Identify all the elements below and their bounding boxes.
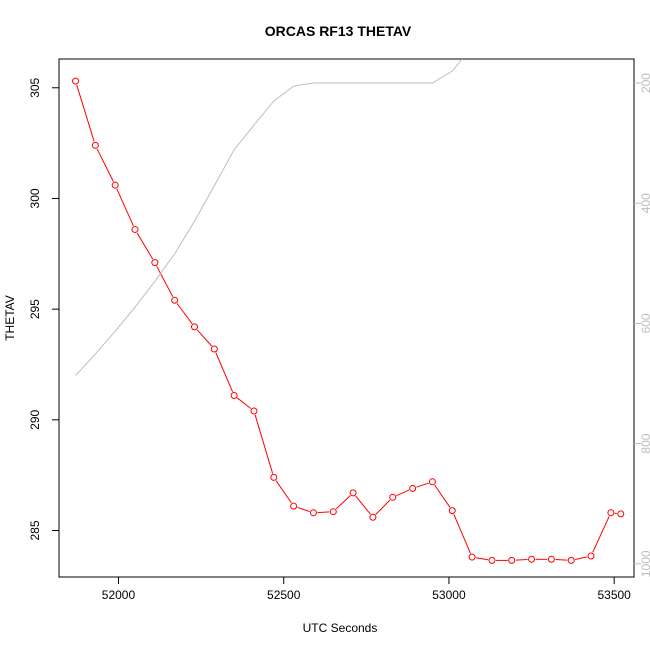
data-point [369, 513, 377, 521]
series-segment [375, 499, 391, 515]
series-segment [254, 414, 274, 474]
y2-tick-label: 800 [639, 433, 650, 453]
series-segment [335, 495, 351, 510]
series-segment [297, 506, 310, 513]
data-point [270, 473, 278, 481]
data-point [171, 296, 179, 304]
plot-area [58, 58, 635, 578]
data-point [448, 507, 456, 515]
y2-tick-label: 200 [639, 73, 650, 93]
data-point [151, 259, 159, 267]
series-segment [355, 495, 371, 515]
data-point [250, 407, 258, 415]
data-point [607, 509, 615, 517]
data-point [131, 225, 139, 233]
y-axis-label: THETAV [3, 295, 17, 341]
data-point [409, 484, 417, 492]
y2-axis: 200 400 600 800 1000 [634, 73, 650, 577]
y2-tick-label: 400 [639, 193, 650, 213]
x-axis-label: UTC Seconds [303, 621, 378, 635]
x-axis: 52000 52500 53000 53500 [102, 577, 631, 602]
data-point [210, 345, 218, 353]
series-segment [434, 484, 451, 508]
series-layer [72, 59, 625, 564]
data-point [91, 141, 99, 149]
series-segment [156, 265, 174, 297]
series-segment [317, 511, 330, 514]
series-segment [176, 303, 193, 324]
data-point [329, 508, 337, 516]
series-segment [215, 352, 234, 392]
data-point [290, 502, 298, 510]
series-segment [555, 559, 568, 561]
data-point [230, 391, 238, 399]
series-segment [396, 489, 410, 497]
series-segment [136, 232, 154, 260]
data-point [72, 77, 80, 85]
x-tick-label: 52500 [267, 588, 301, 602]
y-tick-label: 295 [28, 299, 42, 319]
y-tick-label: 305 [28, 77, 42, 97]
data-point [349, 489, 357, 497]
data-point [528, 555, 536, 563]
data-point [428, 478, 436, 486]
data-point [617, 510, 625, 518]
chart-title: ORCAS RF13 THETAV [265, 23, 412, 39]
series-segment [592, 516, 610, 553]
series-segment [453, 514, 471, 554]
data-point [468, 553, 476, 561]
y-axis: 285 290 295 300 305 [28, 77, 59, 541]
series-segment [275, 480, 292, 504]
series-segment [575, 556, 588, 561]
data-point [389, 493, 397, 501]
y-tick-label: 290 [28, 409, 42, 429]
series-line-secondary [75, 59, 463, 377]
x-tick-label: 53000 [432, 588, 466, 602]
data-point [488, 556, 496, 564]
data-point [111, 181, 119, 189]
series-segment [236, 397, 252, 409]
y2-tick-label: 600 [639, 313, 650, 333]
series-segment [196, 329, 213, 347]
series-segment [116, 188, 134, 227]
data-point [587, 552, 595, 560]
series-segment [416, 482, 429, 488]
data-point [508, 556, 516, 564]
y-tick-label: 285 [28, 520, 42, 540]
series-segment [96, 148, 114, 182]
y2-tick-label: 1000 [639, 550, 650, 577]
y-tick-label: 300 [28, 188, 42, 208]
x-tick-label: 53500 [597, 588, 631, 602]
data-point [190, 323, 198, 331]
series-segment [515, 559, 528, 561]
series-segment [76, 84, 95, 142]
data-point [309, 509, 317, 517]
x-tick-label: 52000 [102, 588, 136, 602]
series-segment [475, 557, 489, 561]
data-point [547, 555, 555, 563]
data-point [567, 556, 575, 564]
